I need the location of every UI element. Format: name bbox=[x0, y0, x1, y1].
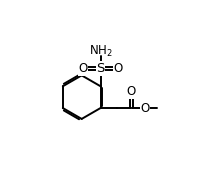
Text: O: O bbox=[78, 62, 87, 75]
Text: S: S bbox=[96, 62, 105, 75]
Text: O: O bbox=[140, 101, 149, 114]
Text: O: O bbox=[114, 62, 123, 75]
Text: NH$_2$: NH$_2$ bbox=[89, 44, 113, 59]
Text: O: O bbox=[127, 85, 136, 98]
